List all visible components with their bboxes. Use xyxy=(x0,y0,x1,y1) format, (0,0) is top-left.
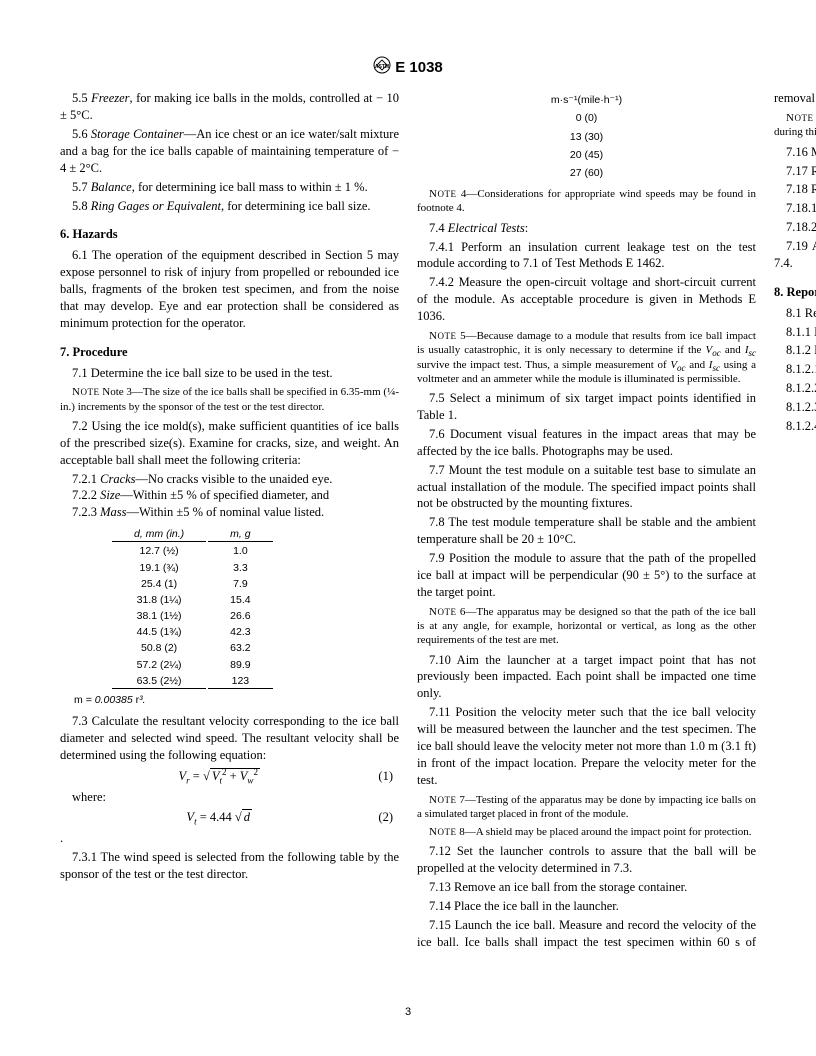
sec-8-1-2-1: 8.1.2.1 Major dimensions, xyxy=(774,361,816,378)
sec-7-4-1: 7.4.1 Perform an insulation current leak… xyxy=(417,239,756,273)
astm-logo-icon: ASTM xyxy=(373,56,391,80)
sec-7-13: 7.13 Remove an ice ball from the storage… xyxy=(417,879,756,896)
note-5: NOTE 5—Because damage to a module that r… xyxy=(417,329,756,386)
page-header: ASTM E 1038 xyxy=(0,0,816,90)
sec-7-16: 7.16 Mark the ice ball impact location. xyxy=(774,144,816,161)
sec-7-7: 7.7 Mount the test module on a suitable … xyxy=(417,462,756,513)
note-9: NOTE 9—Caution: Personnel protective equ… xyxy=(774,111,816,140)
sec-7-1: 7.1 Determine the ice ball size to be us… xyxy=(60,365,399,382)
sec-7-10: 7.10 Aim the launcher at a target impact… xyxy=(417,652,756,703)
ice-ball-mass-table-block: d, mm (in.)m, g 12.7 (½)1.0 19.1 (¾)3.3 … xyxy=(60,525,399,707)
note-8: NOTE 8—A shield may be placed around the… xyxy=(417,825,756,839)
sec-7-5: 7.5 Select a minimum of six target impac… xyxy=(417,390,756,424)
sec-8-1-2-4: 8.1.2.4 Cell material, xyxy=(774,418,816,435)
sec-7-2: 7.2 Using the ice mold(s), make sufficie… xyxy=(60,418,399,469)
wind-speed-table: m·s⁻¹(mile·h⁻¹) 0 (0) 13 (30) 20 (45) 27… xyxy=(548,90,625,183)
body-columns: 5.5 Freezer, for making ice balls in the… xyxy=(0,90,816,960)
note-4: NOTE 4—Considerations for appropriate wi… xyxy=(417,187,756,216)
standard-number: E 1038 xyxy=(395,59,443,76)
sec-8-1-1: 8.1.1 Module manufacturer and type, xyxy=(774,324,816,341)
sec-7-19: 7.19 At the completion of the test, repe… xyxy=(774,238,816,272)
sec-8-1-2: 8.1.2 Module description that includes t… xyxy=(774,342,816,359)
sec-7-17: 7.17 Record all visual effects of the im… xyxy=(774,163,816,180)
page-number: 3 xyxy=(0,1005,816,1020)
sec-7-11: 7.11 Position the velocity meter such th… xyxy=(417,704,756,788)
note-6: NOTE 6—The apparatus may be designed so … xyxy=(417,605,756,648)
sec-7-9: 7.9 Position the module to assure that t… xyxy=(417,550,756,601)
sec-5-7: 5.7 Balance, for determining ice ball ma… xyxy=(60,179,399,196)
sec-6-1: 6.1 The operation of the equipment descr… xyxy=(60,247,399,331)
sec-5-8: 5.8 Ring Gages or Equivalent, for determ… xyxy=(60,198,399,215)
note-3: NOTE Note 3—The size of the ice balls sh… xyxy=(60,385,399,414)
sec-8-1-2-2: 8.1.2.2 Substrate material and thickness… xyxy=(774,380,816,397)
sec-5-6: 5.6 Storage Container—An ice chest or an… xyxy=(60,126,399,177)
sec-7-18-1: 7.18.1 All selected target points have b… xyxy=(774,200,816,217)
sec-5-5: 5.5 Freezer, for making ice balls in the… xyxy=(60,90,399,124)
sec-7-2-3: 7.2.3 Mass—Within ±5 % of nominal value … xyxy=(60,504,399,521)
sec-7-18: 7.18 Repeat 7.8-7.16, until one of the f… xyxy=(774,181,816,198)
sec-7-2-2: 7.2.2 Size—Within ±5 % of specified diam… xyxy=(60,487,399,504)
ice-ball-mass-table: d, mm (in.)m, g 12.7 (½)1.0 19.1 (¾)3.3 … xyxy=(110,525,275,691)
sec-7-12: 7.12 Set the launcher controls to assure… xyxy=(417,843,756,877)
svg-text:ASTM: ASTM xyxy=(375,64,389,70)
note-7: NOTE 7—Testing of the apparatus may be d… xyxy=(417,793,756,822)
sec-8-heading: 8. Report xyxy=(774,284,816,301)
sec-8-1-2-3: 8.1.2.3 Superstrate material and thickne… xyxy=(774,399,816,416)
sec-7-18-2: 7.18.2 Severe damage of the module occur… xyxy=(774,219,816,236)
table-footnote: m = 0.00385 r³. xyxy=(74,693,399,707)
equation-1: Vr = √Vt2 + Vw2(1) xyxy=(60,768,399,785)
sec-8-1: 8.1 Report, as a minimum, the following … xyxy=(774,305,816,322)
sec-7-8: 7.8 The test module temperature shall be… xyxy=(417,514,756,548)
sec-7-3: 7.3 Calculate the resultant velocity cor… xyxy=(60,713,399,764)
sec-7-6: 7.6 Document visual features in the impa… xyxy=(417,426,756,460)
sec-7-14: 7.14 Place the ice ball in the launcher. xyxy=(417,898,756,915)
dot-sep: . xyxy=(60,830,399,847)
sec-6-heading: 6. Hazards xyxy=(60,226,399,243)
sec-7-4-head: 7.4 Electrical Tests: xyxy=(417,220,756,237)
where-label: where: xyxy=(60,789,399,806)
sec-7-heading: 7. Procedure xyxy=(60,344,399,361)
sec-7-2-1: 7.2.1 Cracks—No cracks visible to the un… xyxy=(60,471,399,488)
sec-7-4-2: 7.4.2 Measure the open-circuit voltage a… xyxy=(417,274,756,325)
sec-7-3-1: 7.3.1 The wind speed is selected from th… xyxy=(60,849,399,883)
equation-2: Vt = 4.44 √d(2) xyxy=(60,809,399,826)
